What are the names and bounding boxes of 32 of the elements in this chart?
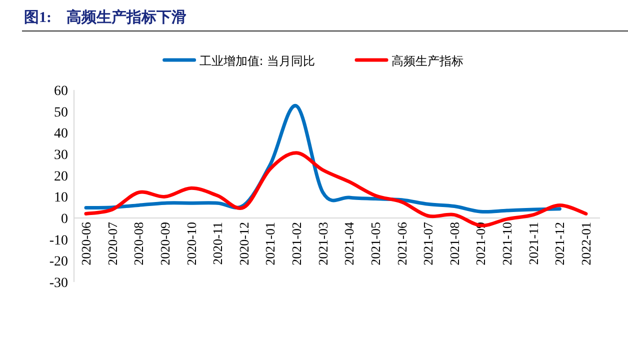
x-tick-label: 2021-05 <box>368 222 383 266</box>
y-tick-label: 20 <box>54 169 68 184</box>
x-tick-label: 2021-06 <box>394 222 410 266</box>
legend-label: 工业增加值: 当月同比 <box>199 54 316 68</box>
x-tick-label: 2021-02 <box>289 222 304 266</box>
y-tick-label: 0 <box>61 212 68 227</box>
x-tick-label: 2021-12 <box>552 222 568 266</box>
x-tick-label: 2020-08 <box>131 222 146 266</box>
x-tick-label: 2020-07 <box>104 222 120 266</box>
x-tick-label: 2021-07 <box>420 222 436 266</box>
y-tick-label: 10 <box>54 190 68 206</box>
y-tick-label: -30 <box>49 276 68 291</box>
x-tick-label: 2021-04 <box>342 222 357 266</box>
x-tick-label: 2021-08 <box>446 222 462 266</box>
x-tick-label: 2020-06 <box>78 222 94 266</box>
x-tick-label: 2022-01 <box>578 222 594 266</box>
x-tick-label: 2020-12 <box>236 222 252 266</box>
x-tick-label: 2021-10 <box>500 222 515 266</box>
y-tick-label: 40 <box>54 126 68 142</box>
x-tick-label: 2021-03 <box>315 222 330 266</box>
y-tick-label: -10 <box>49 233 68 248</box>
x-tick-label: 2021-11 <box>526 222 541 265</box>
y-tick-label: 30 <box>54 148 68 163</box>
y-tick-label: 50 <box>54 105 68 120</box>
title: 图1: 高频生产指标下滑 <box>24 10 186 26</box>
x-tick-label: 2020-09 <box>157 222 172 266</box>
x-tick-label: 2020-10 <box>184 222 199 266</box>
x-tick-label: 2020-11 <box>210 222 226 265</box>
legend-label: 高频生产指标 <box>392 54 464 68</box>
y-tick-label: -20 <box>49 254 68 270</box>
x-tick-label: 2021-01 <box>262 222 278 266</box>
y-tick-label: 60 <box>54 84 68 99</box>
